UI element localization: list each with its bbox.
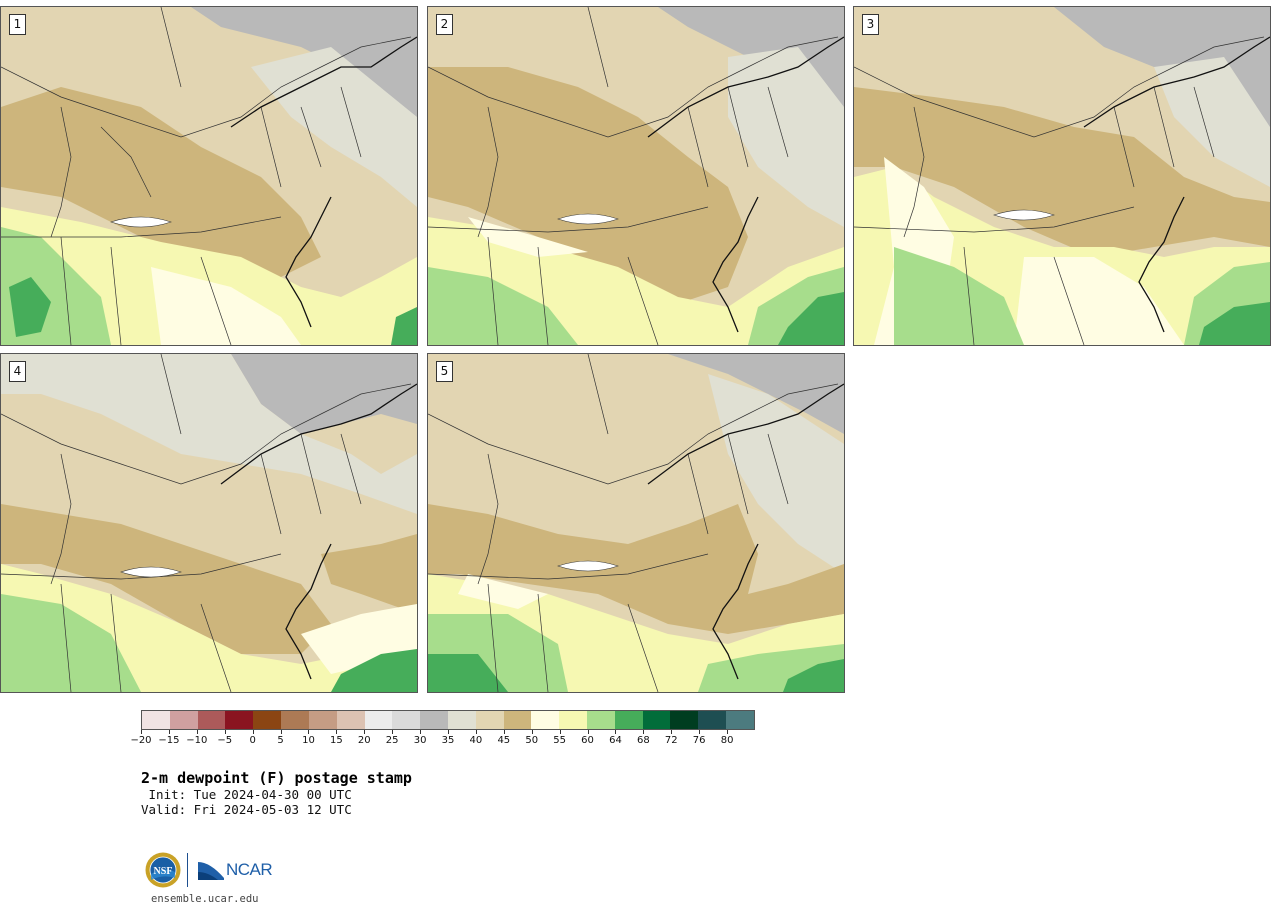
colorbar-tick-labels: −20 −15 −10 −5 0 5 10 15 20 25 30 35 40 45 50 55 60 64 68 7… xyxy=(130,730,755,750)
colorbar-tick xyxy=(364,730,366,734)
colorbar-swatch xyxy=(531,711,560,729)
colorbar-tick-label: 80 xyxy=(720,735,734,746)
colorbar-swatch xyxy=(503,711,532,729)
dewpoint-map-2 xyxy=(428,7,844,345)
colorbar-swatch xyxy=(670,711,699,729)
colorbar-tick-label: −15 xyxy=(158,735,180,746)
colorbar-tick xyxy=(280,730,282,734)
panel-number-label: 4 xyxy=(9,361,26,382)
colorbar-tick-label: 15 xyxy=(329,735,343,746)
colorbar-tick xyxy=(196,730,198,734)
colorbar-swatch xyxy=(475,711,504,729)
colorbar-swatch xyxy=(225,711,254,729)
colorbar-swatch xyxy=(253,711,282,729)
colorbar-tick xyxy=(671,730,673,734)
plot-title: 2-m dewpoint (F) postage stamp xyxy=(141,769,412,787)
map-panel-4: 4 xyxy=(0,353,418,693)
colorbar-swatch xyxy=(559,711,587,729)
map-panel-2: 2 xyxy=(427,6,845,346)
colorbar-tick xyxy=(615,730,617,734)
colorbar-tick-label: 76 xyxy=(692,735,706,746)
colorbar-tick xyxy=(141,730,142,734)
colorbar-swatch xyxy=(142,711,170,729)
nsf-logo-text: NSF xyxy=(154,866,173,877)
colorbar-tick-label: 72 xyxy=(664,735,678,746)
colorbar-swatch xyxy=(447,711,476,729)
colorbar-tick xyxy=(727,730,729,734)
ncar-mark-icon xyxy=(198,862,224,880)
colorbar-tick-label: −5 xyxy=(217,735,233,746)
map-panel-1: 1 xyxy=(0,6,418,346)
colorbar-tick-label: 20 xyxy=(357,735,371,746)
colorbar-swatch xyxy=(308,711,337,729)
valid-time: Valid: Fri 2024-05-03 12 UTC xyxy=(141,802,352,817)
colorbar-tick xyxy=(448,730,449,734)
colorbar-tick-label: 40 xyxy=(469,735,483,746)
colorbar-tick xyxy=(420,730,422,734)
colorbar-tick xyxy=(475,730,477,734)
colorbar-swatch xyxy=(364,711,393,729)
colorbar-swatch xyxy=(614,711,643,729)
colorbar-swatch xyxy=(392,711,421,729)
colorbar-swatch xyxy=(281,711,309,729)
colorbar-tick-label: 25 xyxy=(385,735,399,746)
colorbar-tick xyxy=(699,730,701,734)
colorbar-tick xyxy=(531,730,533,734)
dewpoint-colorbar xyxy=(141,710,755,730)
colorbar-tick xyxy=(336,730,338,734)
dewpoint-map-1 xyxy=(1,7,417,345)
dewpoint-map-5 xyxy=(428,354,844,692)
colorbar-tick-label: 10 xyxy=(302,735,315,746)
panel-number-label: 3 xyxy=(862,14,879,35)
colorbar-swatch xyxy=(642,711,671,729)
colorbar-tick xyxy=(559,730,561,734)
colorbar-swatch xyxy=(698,711,727,729)
colorbar-swatch xyxy=(169,711,198,729)
init-time: Init: Tue 2024-04-30 00 UTC xyxy=(141,787,352,802)
site-url: ensemble.ucar.edu xyxy=(151,893,259,905)
nsf-logo-icon: NSF xyxy=(145,852,181,888)
colorbar-tick-label: 45 xyxy=(497,735,511,746)
colorbar-swatch xyxy=(336,711,365,729)
colorbar-tick-label: 64 xyxy=(609,735,622,746)
colorbar-tick-label: −10 xyxy=(186,735,208,746)
panel-number-label: 5 xyxy=(436,361,453,382)
panel-number-label: 2 xyxy=(436,14,453,35)
colorbar-tick xyxy=(252,730,254,734)
colorbar-tick-label: 50 xyxy=(525,735,539,746)
panel-number-label: 1 xyxy=(9,14,26,35)
dewpoint-map-3 xyxy=(854,7,1270,345)
colorbar-tick-label: 30 xyxy=(413,735,427,746)
colorbar-swatch xyxy=(197,711,226,729)
colorbar-tick xyxy=(643,730,645,734)
colorbar-tick xyxy=(392,730,394,734)
colorbar-tick-label: 35 xyxy=(441,735,455,746)
colorbar-tick-label: 60 xyxy=(581,735,594,746)
colorbar-tick xyxy=(308,730,310,734)
ncar-logo: NCAR xyxy=(198,860,273,880)
colorbar-tick xyxy=(168,730,170,734)
map-panel-5: 5 xyxy=(427,353,845,693)
colorbar-tick xyxy=(224,730,226,734)
colorbar-tick-label: −20 xyxy=(130,735,152,746)
colorbar-tick-label: 5 xyxy=(277,735,284,746)
ncar-logo-text: NCAR xyxy=(226,860,273,879)
colorbar-tick xyxy=(587,730,589,734)
colorbar-swatch xyxy=(587,711,615,729)
colorbar-tick-label: 68 xyxy=(636,735,650,746)
colorbar-tick-label: 0 xyxy=(249,735,256,746)
logo-row: NSF NCAR xyxy=(145,852,273,888)
dewpoint-map-4 xyxy=(1,354,417,692)
map-panel-3: 3 xyxy=(853,6,1271,346)
colorbar-tick xyxy=(503,730,505,734)
colorbar-swatch xyxy=(420,711,448,729)
logo-divider xyxy=(187,853,188,887)
colorbar-tick-label: 55 xyxy=(553,735,566,746)
colorbar-swatch xyxy=(726,711,754,729)
